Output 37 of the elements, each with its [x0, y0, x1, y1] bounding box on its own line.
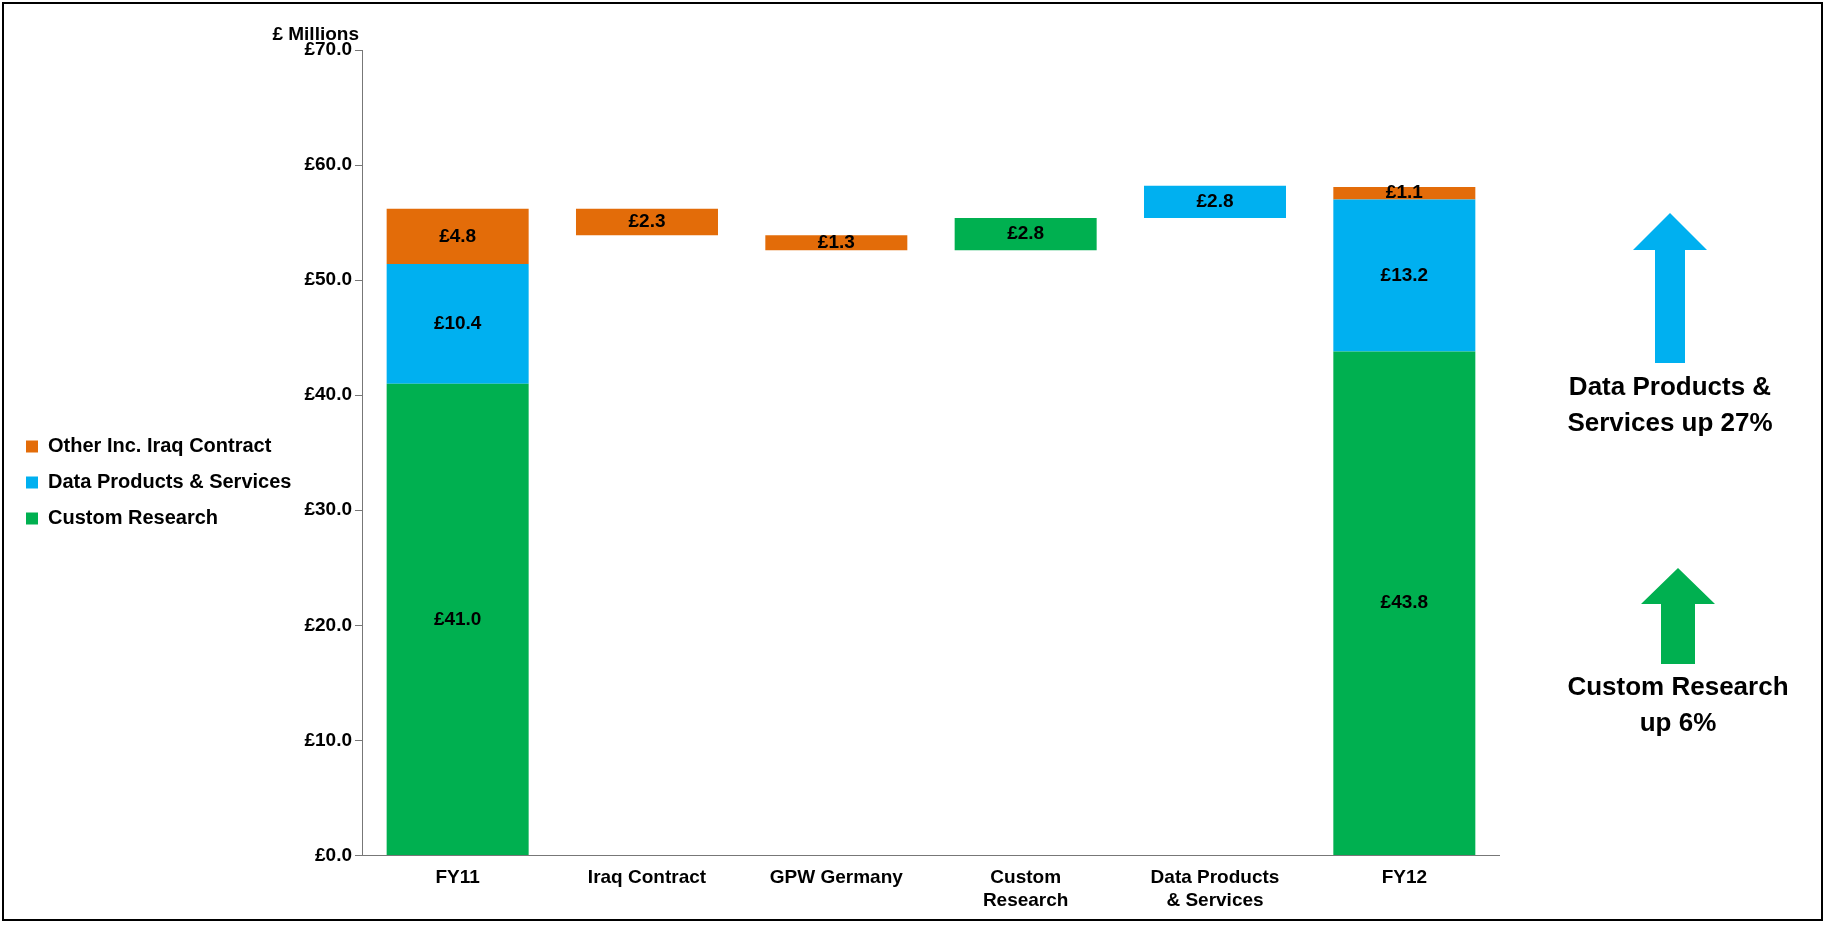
legend-label: Other Inc. Iraq Contract	[48, 434, 272, 457]
data-label: £43.8	[1380, 591, 1429, 613]
x-tick-label: FY11	[435, 866, 481, 888]
bar	[1333, 199, 1476, 352]
legend-label: Data Products & Services	[48, 470, 292, 493]
y-tick-label: £0.0	[315, 843, 352, 865]
x-tick-label: Iraq Contract	[587, 866, 707, 888]
y-tick-label: £50.0	[304, 268, 352, 290]
bar	[386, 208, 529, 265]
data-label: £1.3	[817, 230, 855, 252]
x-tick-label: Data Products & Services	[1150, 866, 1280, 910]
data-label: £10.4	[433, 312, 482, 334]
bar	[1333, 351, 1476, 855]
data-label: £13.2	[1380, 263, 1429, 285]
y-tick-label: £10.0	[304, 728, 352, 750]
x-tick-label: FY12	[1381, 866, 1428, 888]
text: Data Products & Services up 27%	[1566, 370, 1774, 439]
x-tick-label: GPW Germany	[769, 866, 904, 888]
bar	[575, 208, 718, 236]
data-label: £4.8	[439, 224, 477, 246]
data-label: £2.8	[1007, 222, 1045, 244]
y-tick-label: £20.0	[304, 613, 352, 635]
y-tick-label: £30.0	[304, 498, 352, 520]
bar	[1143, 185, 1286, 218]
text: Custom Research up 6%	[1566, 670, 1790, 739]
bar	[386, 383, 529, 855]
y-tick-label: £40.0	[304, 383, 352, 405]
data-label: £1.1	[1385, 181, 1424, 203]
bar	[1333, 186, 1476, 200]
legend-label: Custom Research	[48, 506, 219, 529]
data-label: £2.3	[628, 210, 666, 232]
x-tick-label: Custom Research	[982, 866, 1069, 910]
bar	[386, 264, 529, 384]
bar	[954, 217, 1097, 251]
data-label: £41.0	[433, 607, 482, 629]
y-tick-label: £60.0	[304, 153, 352, 175]
data-label: £2.8	[1196, 190, 1234, 212]
